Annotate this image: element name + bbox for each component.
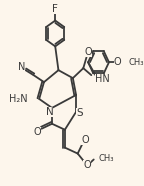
Text: O: O	[114, 57, 122, 67]
Text: O: O	[81, 135, 89, 145]
Text: CH₃: CH₃	[98, 154, 114, 163]
Text: F: F	[52, 4, 58, 14]
Text: H₂N: H₂N	[8, 94, 27, 104]
Text: HN: HN	[94, 74, 109, 84]
Text: O: O	[34, 127, 41, 137]
Text: CH₃: CH₃	[128, 58, 144, 67]
Text: O: O	[84, 47, 92, 57]
Text: O: O	[84, 161, 91, 170]
Text: S: S	[76, 108, 83, 118]
Text: N: N	[46, 107, 53, 117]
Text: N: N	[18, 62, 25, 72]
